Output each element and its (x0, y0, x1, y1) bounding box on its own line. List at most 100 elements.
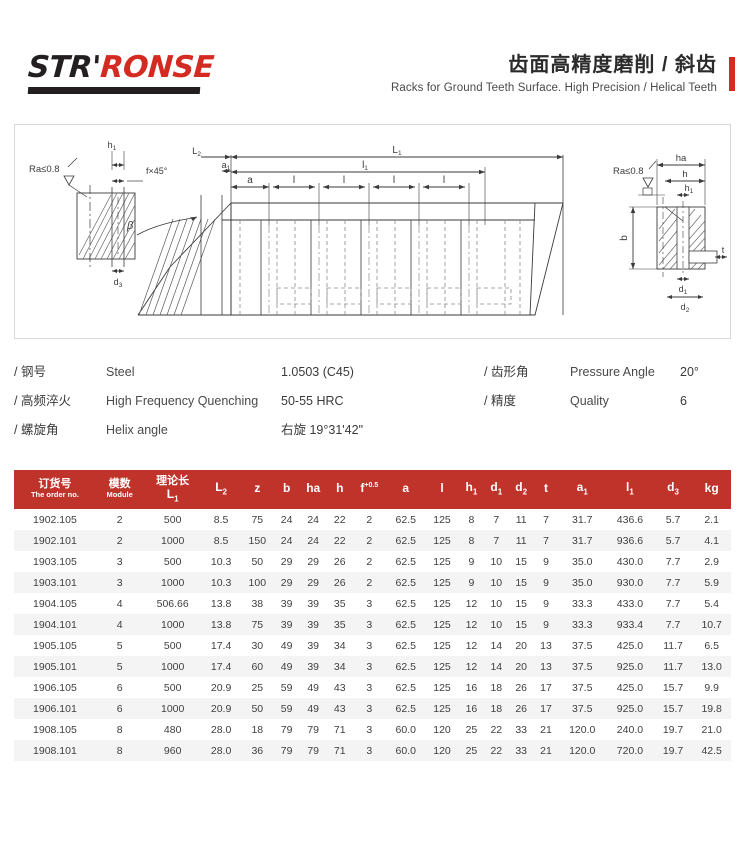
column-header-t[interactable]: t (533, 470, 559, 510)
cell-value: 22 (490, 723, 503, 736)
column-header-d3[interactable]: d3 (653, 470, 693, 510)
column-header-z[interactable]: z (240, 470, 275, 510)
table-row[interactable]: 1905.101 5 1000 17.4 60 49 39 34 3 62.5 125 12 14 20 1… (14, 656, 731, 678)
spec-table-body: 1902.105 2 500 8.5 75 24 24 22 2 62.5 125 8 7 11 7 31.7… (14, 509, 731, 762)
cell-value: 20.9 (210, 681, 232, 694)
cell-value: 500 (163, 681, 182, 694)
cell-value: 26 (333, 555, 346, 568)
cell-value: 7 (543, 534, 549, 547)
spec-label-cn-quenching: / 高频淬火 (14, 394, 71, 408)
cell-value: 25 (465, 723, 478, 736)
cell-value: 9 (543, 576, 549, 589)
column-header-l1[interactable]: 理论长 L1 (143, 470, 202, 510)
column-header-l[interactable]: l (425, 470, 459, 510)
cell-value: 33 (515, 744, 528, 757)
cell-value: 60.0 (395, 723, 416, 736)
cell-value: 425.0 (616, 639, 644, 652)
cell-value: 2.9 (704, 555, 719, 568)
table-row[interactable]: 1905.105 5 500 17.4 30 49 39 34 3 62.5 125 12 14 20 13… (14, 635, 731, 657)
cell-value: 5 (116, 639, 123, 652)
column-header-l2[interactable]: L2 (201, 470, 241, 510)
cell-value: 125 (433, 597, 451, 610)
cell-value: 8 (116, 723, 123, 736)
cell-value: 2 (366, 534, 373, 547)
cell-value: 9 (468, 576, 475, 589)
cell-value: 11.7 (663, 660, 683, 673)
cell-order-no: 1908.105 (33, 723, 77, 736)
column-header-en: The order no. (30, 490, 79, 500)
cell-value: 10.3 (210, 555, 232, 568)
cell-value: 49 (280, 639, 293, 652)
column-header-h1[interactable]: h1 (458, 470, 484, 510)
label-h1-left: h1 (108, 140, 117, 152)
table-row[interactable]: 1903.101 3 1000 10.3 100 29 29 26 2 62.5 125 9 10 15 9… (14, 572, 731, 594)
cell-value: 500 (163, 639, 182, 652)
cell-order-no: 1903.101 (33, 576, 77, 589)
spec-label-cn-steel: / 钢号 (14, 365, 46, 379)
column-header-the-order-no-[interactable]: 订货号 The order no. (14, 470, 96, 510)
cell-value: 3 (366, 639, 373, 652)
column-header-symbol: z (254, 481, 261, 496)
cell-value: 29 (307, 555, 320, 568)
cell-value: 35.0 (572, 576, 593, 589)
column-header-a[interactable]: a (386, 470, 426, 510)
table-row[interactable]: 1904.101 4 1000 13.8 75 39 39 35 3 62.5 125 12 10 15 9… (14, 614, 731, 636)
column-header-b[interactable]: b (274, 470, 299, 510)
column-header-l1[interactable]: l1 (606, 470, 654, 510)
cell-value: 15 (515, 576, 528, 589)
cell-value: 7.7 (665, 618, 681, 631)
column-header-kg[interactable]: kg (692, 470, 731, 510)
cell-value: 8 (468, 513, 475, 526)
cell-value: 8.5 (213, 513, 229, 526)
cell-value: 125 (433, 513, 451, 526)
cell-value: 37.5 (572, 660, 593, 673)
spec-table-head: 订货号 The order no. 模数 Module 理论长 L1 L2 z b ha h f+0.… (14, 470, 731, 510)
column-header-d2[interactable]: d2 (508, 470, 534, 510)
column-header-f[interactable]: f+0.5 (352, 470, 387, 510)
table-row[interactable]: 1902.105 2 500 8.5 75 24 24 22 2 62.5 125 8 7 11 7 31.7… (14, 509, 731, 531)
cell-value: 11 (515, 534, 527, 547)
cell-value: 62.5 (395, 597, 416, 610)
column-header-symbol: l (440, 481, 444, 496)
drawing-left-section: h1 f×45° Ra≤0.8 d3 (29, 140, 168, 289)
label-ha: ha (676, 153, 687, 164)
cell-value: 3 (366, 681, 373, 694)
cell-value: 34 (333, 639, 346, 652)
table-row[interactable]: 1908.101 8 960 28.0 36 79 79 71 3 60.0 120 25 22 33 21… (14, 740, 731, 762)
cell-value: 12 (465, 597, 478, 610)
table-row[interactable]: 1904.105 4 506.66 13.8 38 39 39 35 3 62.5 125 12 10 1… (14, 593, 731, 615)
column-header-d1[interactable]: d1 (483, 470, 509, 510)
table-row[interactable]: 1906.101 6 1000 20.9 50 59 49 43 3 62.5 125 16 18 26 1… (14, 698, 731, 720)
table-row[interactable]: 1902.101 2 1000 8.5 150 24 24 22 2 62.5 125 8 7 11 7 31… (14, 530, 731, 552)
cell-value: 62.5 (395, 576, 416, 589)
cell-value: 925.0 (616, 702, 644, 715)
header-accent-bar (729, 57, 735, 91)
cell-value: 8 (468, 534, 475, 547)
column-header-symbol: d1 (490, 480, 503, 497)
cell-value: 19.7 (662, 744, 684, 757)
table-row[interactable]: 1906.105 6 500 20.9 25 59 49 43 3 62.5 125 16 18 26 17… (14, 677, 731, 699)
cell-value: 15 (515, 555, 528, 568)
cell-value: 49 (280, 660, 293, 673)
column-header-module[interactable]: 模数 Module (95, 470, 144, 510)
logo-underline-bar (27, 86, 201, 94)
table-row[interactable]: 1903.105 3 500 10.3 50 29 29 26 2 62.5 125 9 10 15 9 35… (14, 551, 731, 573)
cell-value: 4 (116, 618, 123, 631)
cell-value: 10 (490, 576, 503, 589)
cell-order-no: 1906.105 (33, 681, 77, 694)
column-header-h[interactable]: h (327, 470, 353, 510)
cell-value: 31.7 (572, 513, 593, 526)
column-header-a1[interactable]: a1 (558, 470, 607, 510)
spec-row-steel: / 钢号 Steel 1.0503 (C45) (14, 361, 484, 390)
column-header-ha[interactable]: ha (299, 470, 328, 510)
cell-value: 3 (116, 555, 123, 568)
cell-value: 7.7 (665, 597, 681, 610)
cell-value: 125 (433, 555, 451, 568)
cell-value: 59 (280, 702, 293, 715)
table-row[interactable]: 1908.105 8 480 28.0 18 79 79 71 3 60.0 120 25 22 33 21… (14, 719, 731, 741)
column-header-symbol: t (544, 481, 548, 496)
cell-value: 2 (116, 513, 123, 526)
cell-value: 62.5 (395, 618, 416, 631)
cell-value: 120.0 (569, 744, 596, 757)
cell-value: 9 (468, 555, 475, 568)
